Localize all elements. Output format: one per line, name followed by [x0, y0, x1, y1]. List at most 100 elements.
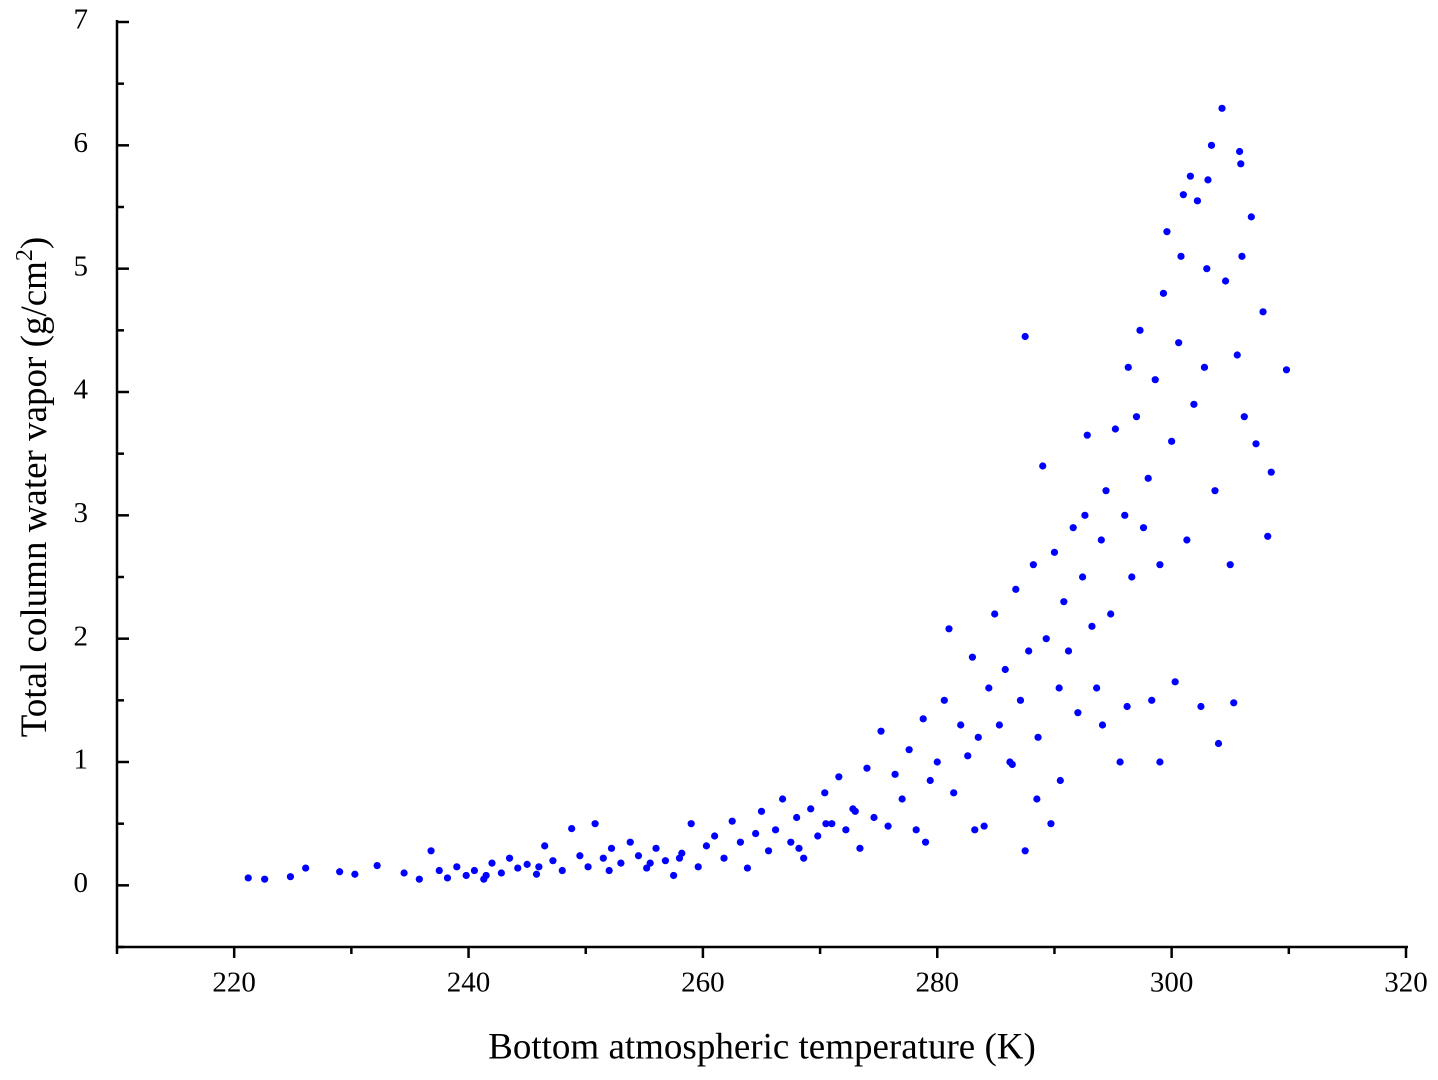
point	[1107, 610, 1115, 618]
point	[687, 820, 695, 828]
point	[535, 863, 543, 871]
y-tick-label: 4	[74, 374, 89, 406]
point	[1175, 339, 1183, 347]
y-tick-label: 6	[74, 127, 89, 159]
point	[599, 854, 607, 862]
point	[1039, 462, 1047, 470]
point	[1214, 739, 1223, 748]
point	[605, 866, 613, 875]
point	[884, 822, 892, 830]
point	[1055, 684, 1063, 692]
point	[995, 721, 1003, 729]
point	[933, 758, 941, 766]
point	[1267, 468, 1275, 476]
point	[720, 854, 728, 862]
point	[835, 773, 843, 781]
point	[1163, 228, 1171, 236]
point	[1069, 524, 1077, 532]
point	[1203, 265, 1211, 273]
point	[971, 826, 979, 834]
point	[919, 715, 927, 723]
point	[634, 852, 643, 860]
point	[1121, 511, 1129, 519]
point	[488, 859, 496, 867]
point	[1240, 413, 1248, 421]
point	[1029, 561, 1037, 569]
point	[1168, 437, 1176, 445]
point	[743, 864, 752, 872]
point	[793, 813, 801, 822]
point	[1001, 665, 1009, 674]
point	[1186, 172, 1194, 180]
point	[921, 838, 930, 846]
point	[1156, 561, 1164, 569]
point	[877, 727, 885, 735]
point	[1021, 847, 1029, 855]
point	[261, 875, 269, 883]
point	[1233, 351, 1241, 359]
point	[1247, 213, 1255, 221]
point	[1081, 511, 1089, 519]
point	[778, 795, 787, 803]
point	[711, 832, 719, 840]
point	[1171, 678, 1179, 686]
point	[1074, 709, 1082, 717]
point	[568, 825, 576, 833]
point	[1183, 536, 1191, 544]
point	[1088, 622, 1096, 630]
point	[945, 625, 953, 633]
point	[1124, 363, 1132, 371]
point	[549, 857, 557, 865]
point	[1021, 332, 1029, 341]
point	[244, 874, 252, 882]
point	[912, 826, 920, 834]
point	[505, 854, 514, 862]
point	[1111, 425, 1119, 433]
point	[828, 820, 836, 828]
point	[482, 871, 490, 880]
point	[1123, 702, 1131, 711]
point	[764, 847, 773, 855]
point	[1159, 289, 1168, 297]
point	[1238, 252, 1246, 260]
point	[1230, 699, 1238, 707]
point	[532, 870, 541, 878]
point	[1050, 548, 1059, 556]
point	[1060, 598, 1068, 606]
point	[1204, 176, 1212, 184]
point	[302, 864, 310, 872]
x-tick-label: 320	[1384, 967, 1428, 999]
point	[1193, 197, 1202, 205]
point	[1064, 647, 1073, 655]
point	[702, 842, 711, 850]
y-axis-label-sup: 2	[12, 249, 38, 261]
point	[443, 874, 452, 882]
point	[435, 866, 443, 875]
point	[1033, 795, 1041, 803]
point	[1151, 376, 1159, 384]
point	[807, 805, 815, 813]
point	[985, 684, 993, 692]
point	[652, 844, 660, 852]
point	[821, 789, 829, 797]
x-tick-label: 220	[212, 967, 256, 999]
point	[1177, 252, 1185, 260]
point	[336, 868, 344, 876]
point	[1116, 758, 1124, 766]
x-tick-label: 300	[1150, 967, 1194, 999]
point	[1047, 820, 1055, 828]
point	[800, 854, 808, 862]
point	[980, 822, 988, 830]
point	[576, 852, 584, 860]
point	[1008, 760, 1016, 769]
point	[523, 860, 531, 868]
point	[1264, 532, 1272, 540]
point	[670, 871, 678, 880]
point	[1252, 440, 1260, 448]
point	[1221, 277, 1230, 285]
point	[822, 820, 830, 828]
point	[728, 817, 736, 825]
point	[1042, 635, 1050, 643]
point	[814, 832, 822, 840]
